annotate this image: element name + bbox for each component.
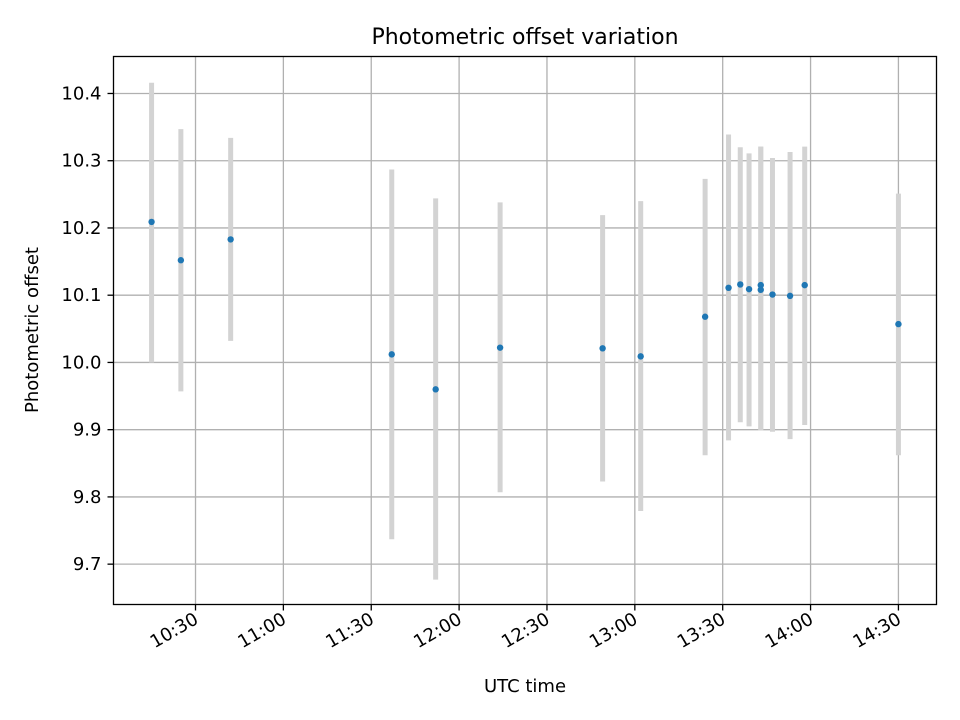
data-point: [801, 281, 808, 289]
x-tick-label: 13:00: [586, 609, 641, 653]
data-point: [786, 292, 794, 300]
data-point: [895, 320, 902, 328]
chart-title: Photometric offset variation: [371, 25, 678, 50]
y-tick-label: 9.8: [73, 487, 102, 508]
y-axis-label: Photometric offset: [22, 247, 43, 413]
x-tick-label: 14:00: [762, 609, 817, 653]
x-tick-label: 13:30: [674, 609, 729, 653]
y-tick-label: 10.0: [61, 352, 101, 373]
data-point: [637, 353, 644, 360]
data-point: [745, 285, 753, 293]
y-tick-label: 9.7: [73, 554, 102, 575]
x-tick-label: 11:30: [322, 609, 377, 653]
plot-frame: [112, 55, 938, 606]
data-point: [388, 351, 395, 358]
data-point: [599, 345, 606, 352]
data-point: [769, 291, 776, 298]
data-point: [701, 313, 709, 320]
data-point: [757, 281, 764, 289]
data-point: [725, 284, 732, 292]
x-axis-ticks: 10:30 11:00 11:30 12:00 12:30 13:00 13:30 14:00…: [147, 604, 905, 653]
y-tick-label: 10.4: [61, 83, 101, 104]
x-tick-label: 10:30: [147, 609, 202, 653]
x-axis-label: UTC time: [484, 676, 566, 697]
data-point: [757, 286, 764, 294]
x-tick-label: 11:00: [234, 609, 289, 653]
grid: [113, 56, 937, 605]
y-axis-ticks: 9.7 9.8 9.9 10.0 10.1 10.2 10.3 10.4: [61, 83, 114, 575]
y-tick-label: 10.1: [61, 285, 101, 306]
data-point: [496, 344, 504, 351]
data-point: [177, 257, 185, 264]
x-tick-label: 14:30: [850, 609, 905, 653]
error-bars: [149, 82, 901, 580]
data-point: [737, 281, 744, 288]
data-point: [432, 386, 439, 393]
data-point: [148, 218, 155, 226]
x-tick-label: 12:00: [410, 609, 465, 653]
y-tick-label: 10.3: [61, 151, 101, 172]
y-tick-label: 10.2: [61, 218, 101, 239]
y-tick-label: 9.9: [73, 420, 102, 441]
data-points: [148, 218, 902, 393]
data-point: [227, 236, 234, 243]
x-tick-label: 12:30: [498, 609, 553, 653]
